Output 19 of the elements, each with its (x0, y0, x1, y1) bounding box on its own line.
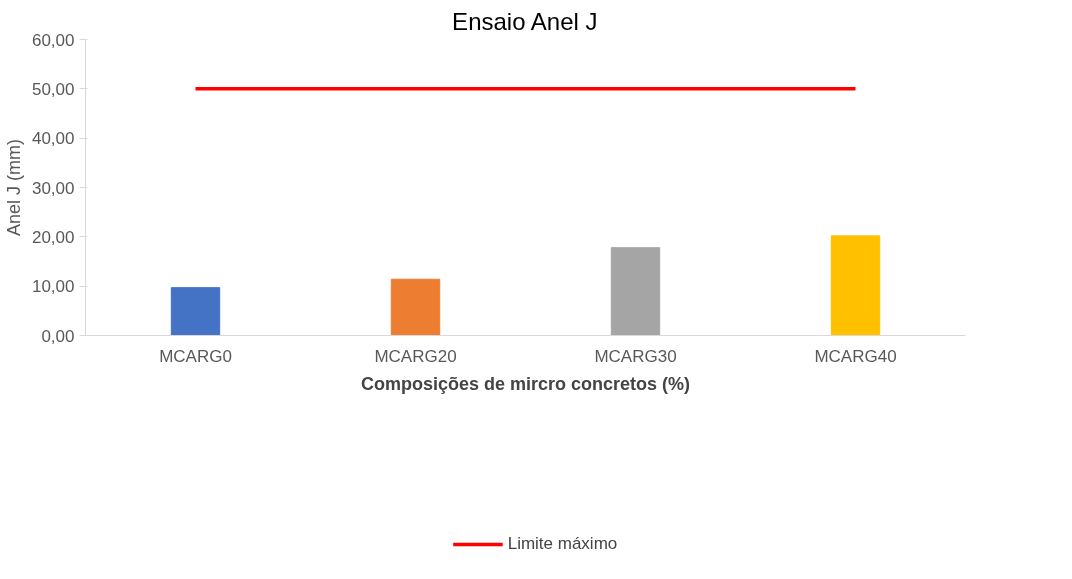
x-axis-title: Composições de mircro concretos (%) (360, 373, 691, 394)
y-tick-label: 60,00 (31, 30, 75, 50)
y-tick-label: 30,00 (31, 178, 75, 198)
x-tick-label: MCARG20 (374, 346, 457, 366)
y-tick-label: 0,00 (41, 326, 75, 346)
chart-title: Ensaio Anel J (452, 7, 598, 35)
bar (170, 287, 221, 336)
y-tick-label: 40,00 (31, 129, 75, 149)
y-tick-label: 20,00 (31, 227, 75, 247)
y-tick-label: 50,00 (31, 79, 75, 99)
x-tick-label: MCARG30 (594, 346, 677, 366)
x-tick-label: MCARG40 (814, 346, 897, 366)
y-tick-label: 10,00 (31, 277, 75, 297)
x-tick-label: MCARG0 (159, 346, 232, 366)
legend-label: Limite máximo (507, 534, 618, 554)
y-axis-title: Anel J (mm) (3, 138, 24, 236)
bar (610, 247, 661, 336)
bar (830, 235, 881, 336)
bar (390, 278, 441, 336)
